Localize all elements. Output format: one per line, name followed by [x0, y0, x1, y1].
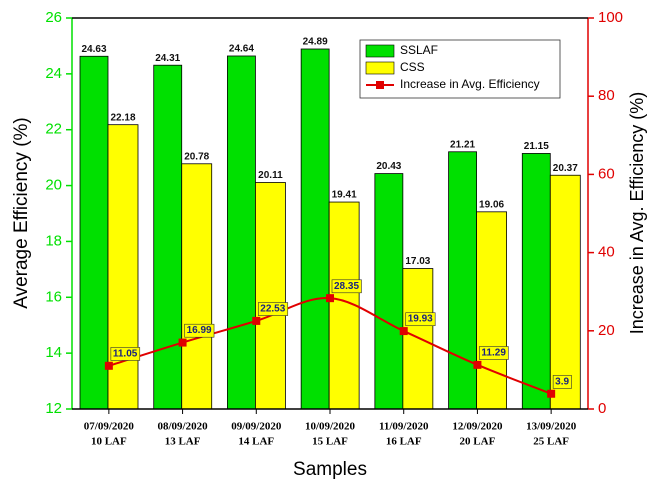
x-tick-label: 15 LAF: [312, 436, 348, 448]
y2-tick-label: 20: [598, 322, 615, 339]
value-label-box: [184, 323, 215, 338]
bar-value-label: 21.21: [450, 139, 475, 150]
legend-label: SSLAF: [400, 43, 438, 57]
x-tick-label: 16 LAF: [386, 436, 422, 448]
x-tick-label: 13 LAF: [165, 436, 201, 448]
y-tick-label: 26: [45, 9, 62, 26]
x-tick-label: 20 LAF: [460, 436, 496, 448]
bar-value-label: 20.37: [553, 163, 578, 174]
line-value-label: 28.35: [334, 281, 359, 292]
y-tick-label: 24: [45, 65, 62, 82]
x-tick-label: 14 LAF: [238, 436, 274, 448]
x-tick-label: 25 LAF: [533, 436, 569, 448]
bar: [227, 55, 256, 410]
value-label-box: [257, 302, 289, 316]
line-value-label: 19.93: [408, 314, 433, 325]
bar: [300, 48, 330, 410]
line-marker: [473, 360, 482, 369]
line-marker: [547, 389, 556, 398]
bar-value-label: 20.78: [184, 151, 209, 162]
y2-tick-label: 80: [598, 87, 615, 104]
line-marker: [326, 294, 334, 303]
legend-swatch: [365, 44, 395, 58]
legend-label: CSS: [400, 60, 425, 74]
y-tick-label: 18: [45, 232, 62, 249]
bar-value-label: 19.41: [332, 190, 357, 201]
y-tick-label: 20: [45, 177, 62, 194]
y-tick-label: 14: [45, 344, 62, 361]
bar-value-label: 21.15: [524, 141, 549, 152]
legend-marker: [376, 81, 384, 89]
bar: [448, 151, 477, 410]
value-label-box: [552, 375, 572, 389]
x-tick-label: 12/09/2020: [452, 421, 503, 433]
line-value-label: 22.53: [260, 304, 285, 315]
line-value-label: 16.99: [187, 325, 212, 336]
line-marker: [399, 327, 408, 336]
y2-tick-label: 60: [598, 165, 615, 182]
x-tick-label: 13/09/2020: [526, 421, 577, 433]
bar: [549, 174, 581, 410]
x-tick-label: 10/09/2020: [305, 421, 356, 433]
value-label-box: [331, 279, 362, 294]
line-marker: [252, 316, 261, 325]
bar: [79, 55, 109, 410]
bar-value-label: 19.06: [479, 199, 504, 210]
bar-value-label: 24.64: [229, 44, 254, 55]
bar: [181, 163, 213, 410]
bar: [153, 64, 183, 410]
y-axis-title: Average Efficiency (%): [11, 117, 32, 309]
x-axis-title: Samples: [293, 459, 367, 479]
x-tick-label: 11/09/2020: [379, 421, 429, 433]
legend-label: Increase in Avg. Efficiency: [400, 77, 540, 91]
bar-value-label: 22.18: [110, 112, 135, 123]
y-tick-label: 16: [45, 288, 62, 305]
y2-tick-label: 40: [598, 244, 615, 261]
value-label-box: [405, 312, 436, 327]
x-tick-label: 10 LAF: [91, 436, 127, 448]
line-value-label: 11.05: [113, 348, 138, 359]
y2-tick-label: 100: [598, 9, 623, 26]
line-marker: [104, 361, 113, 370]
bar: [521, 153, 551, 410]
bar-value-label: 17.03: [405, 256, 430, 267]
y-tick-label: 12: [45, 400, 62, 417]
y2-axis-title: Increase in Avg. Efficiency (%): [627, 92, 647, 334]
bar-value-label: 20.11: [258, 170, 283, 181]
x-tick-label: 07/09/2020: [84, 421, 135, 433]
value-label-box: [110, 347, 141, 361]
x-tick-label: 08/09/2020: [158, 421, 209, 433]
bar-value-label: 24.89: [303, 37, 328, 48]
bar: [255, 182, 286, 410]
bar-value-label: 20.43: [376, 161, 401, 172]
bar: [402, 268, 434, 410]
y-tick-label: 22: [45, 121, 62, 138]
bar-value-label: 24.31: [155, 53, 180, 64]
bar: [374, 173, 404, 410]
line-value-label: 3.9: [555, 376, 569, 387]
bar: [476, 211, 507, 410]
bar-value-label: 24.63: [81, 44, 106, 55]
line-value-label: 11.29: [481, 347, 506, 358]
line-marker: [178, 338, 187, 347]
y2-tick-label: 0: [598, 400, 606, 417]
x-tick-label: 09/09/2020: [231, 421, 282, 433]
legend-swatch: [365, 61, 395, 75]
value-label-box: [479, 346, 509, 360]
